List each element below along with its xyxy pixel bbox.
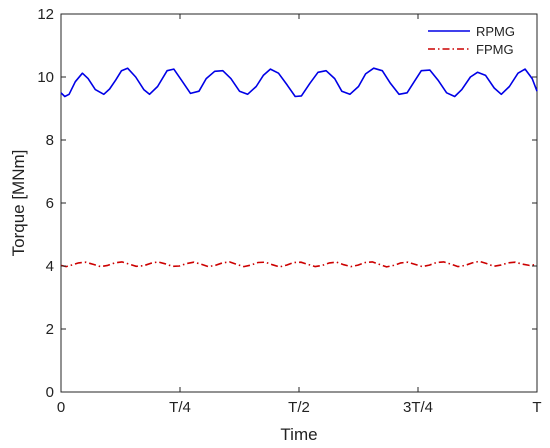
legend-label-rpmg: RPMG — [476, 24, 515, 39]
axes: 0 T/4 T/2 3T/4 T 0 2 4 6 8 10 12 Time Torque [MNm] — [9, 6, 542, 444]
x-tick-label: 3T/4 — [403, 399, 433, 416]
x-tick-label: T/2 — [288, 399, 310, 416]
y-tick-label: 8 — [46, 132, 54, 149]
plot-frame — [60, 13, 538, 393]
y-tick-label: 2 — [46, 321, 54, 338]
series-line-rpmg — [60, 67, 538, 98]
x-tick-label: 0 — [57, 399, 65, 416]
y-tick-label: 0 — [46, 384, 54, 401]
legend-label-fpmg: FPMG — [476, 42, 514, 57]
legend: RPMG FPMG — [428, 24, 515, 57]
x-axis-label: Time — [280, 425, 317, 444]
y-tick-label: 6 — [46, 195, 54, 212]
y-axis-label: Torque [MNm] — [9, 150, 28, 257]
series-lines — [60, 67, 538, 268]
x-tick-label: T/4 — [169, 399, 191, 416]
y-tick-label: 10 — [37, 69, 54, 86]
y-tick-label: 4 — [46, 258, 54, 275]
plot-area — [60, 13, 538, 393]
series-line-fpmg — [60, 260, 538, 268]
x-tick-label: T — [532, 399, 541, 416]
y-tick-label: 12 — [37, 6, 54, 23]
